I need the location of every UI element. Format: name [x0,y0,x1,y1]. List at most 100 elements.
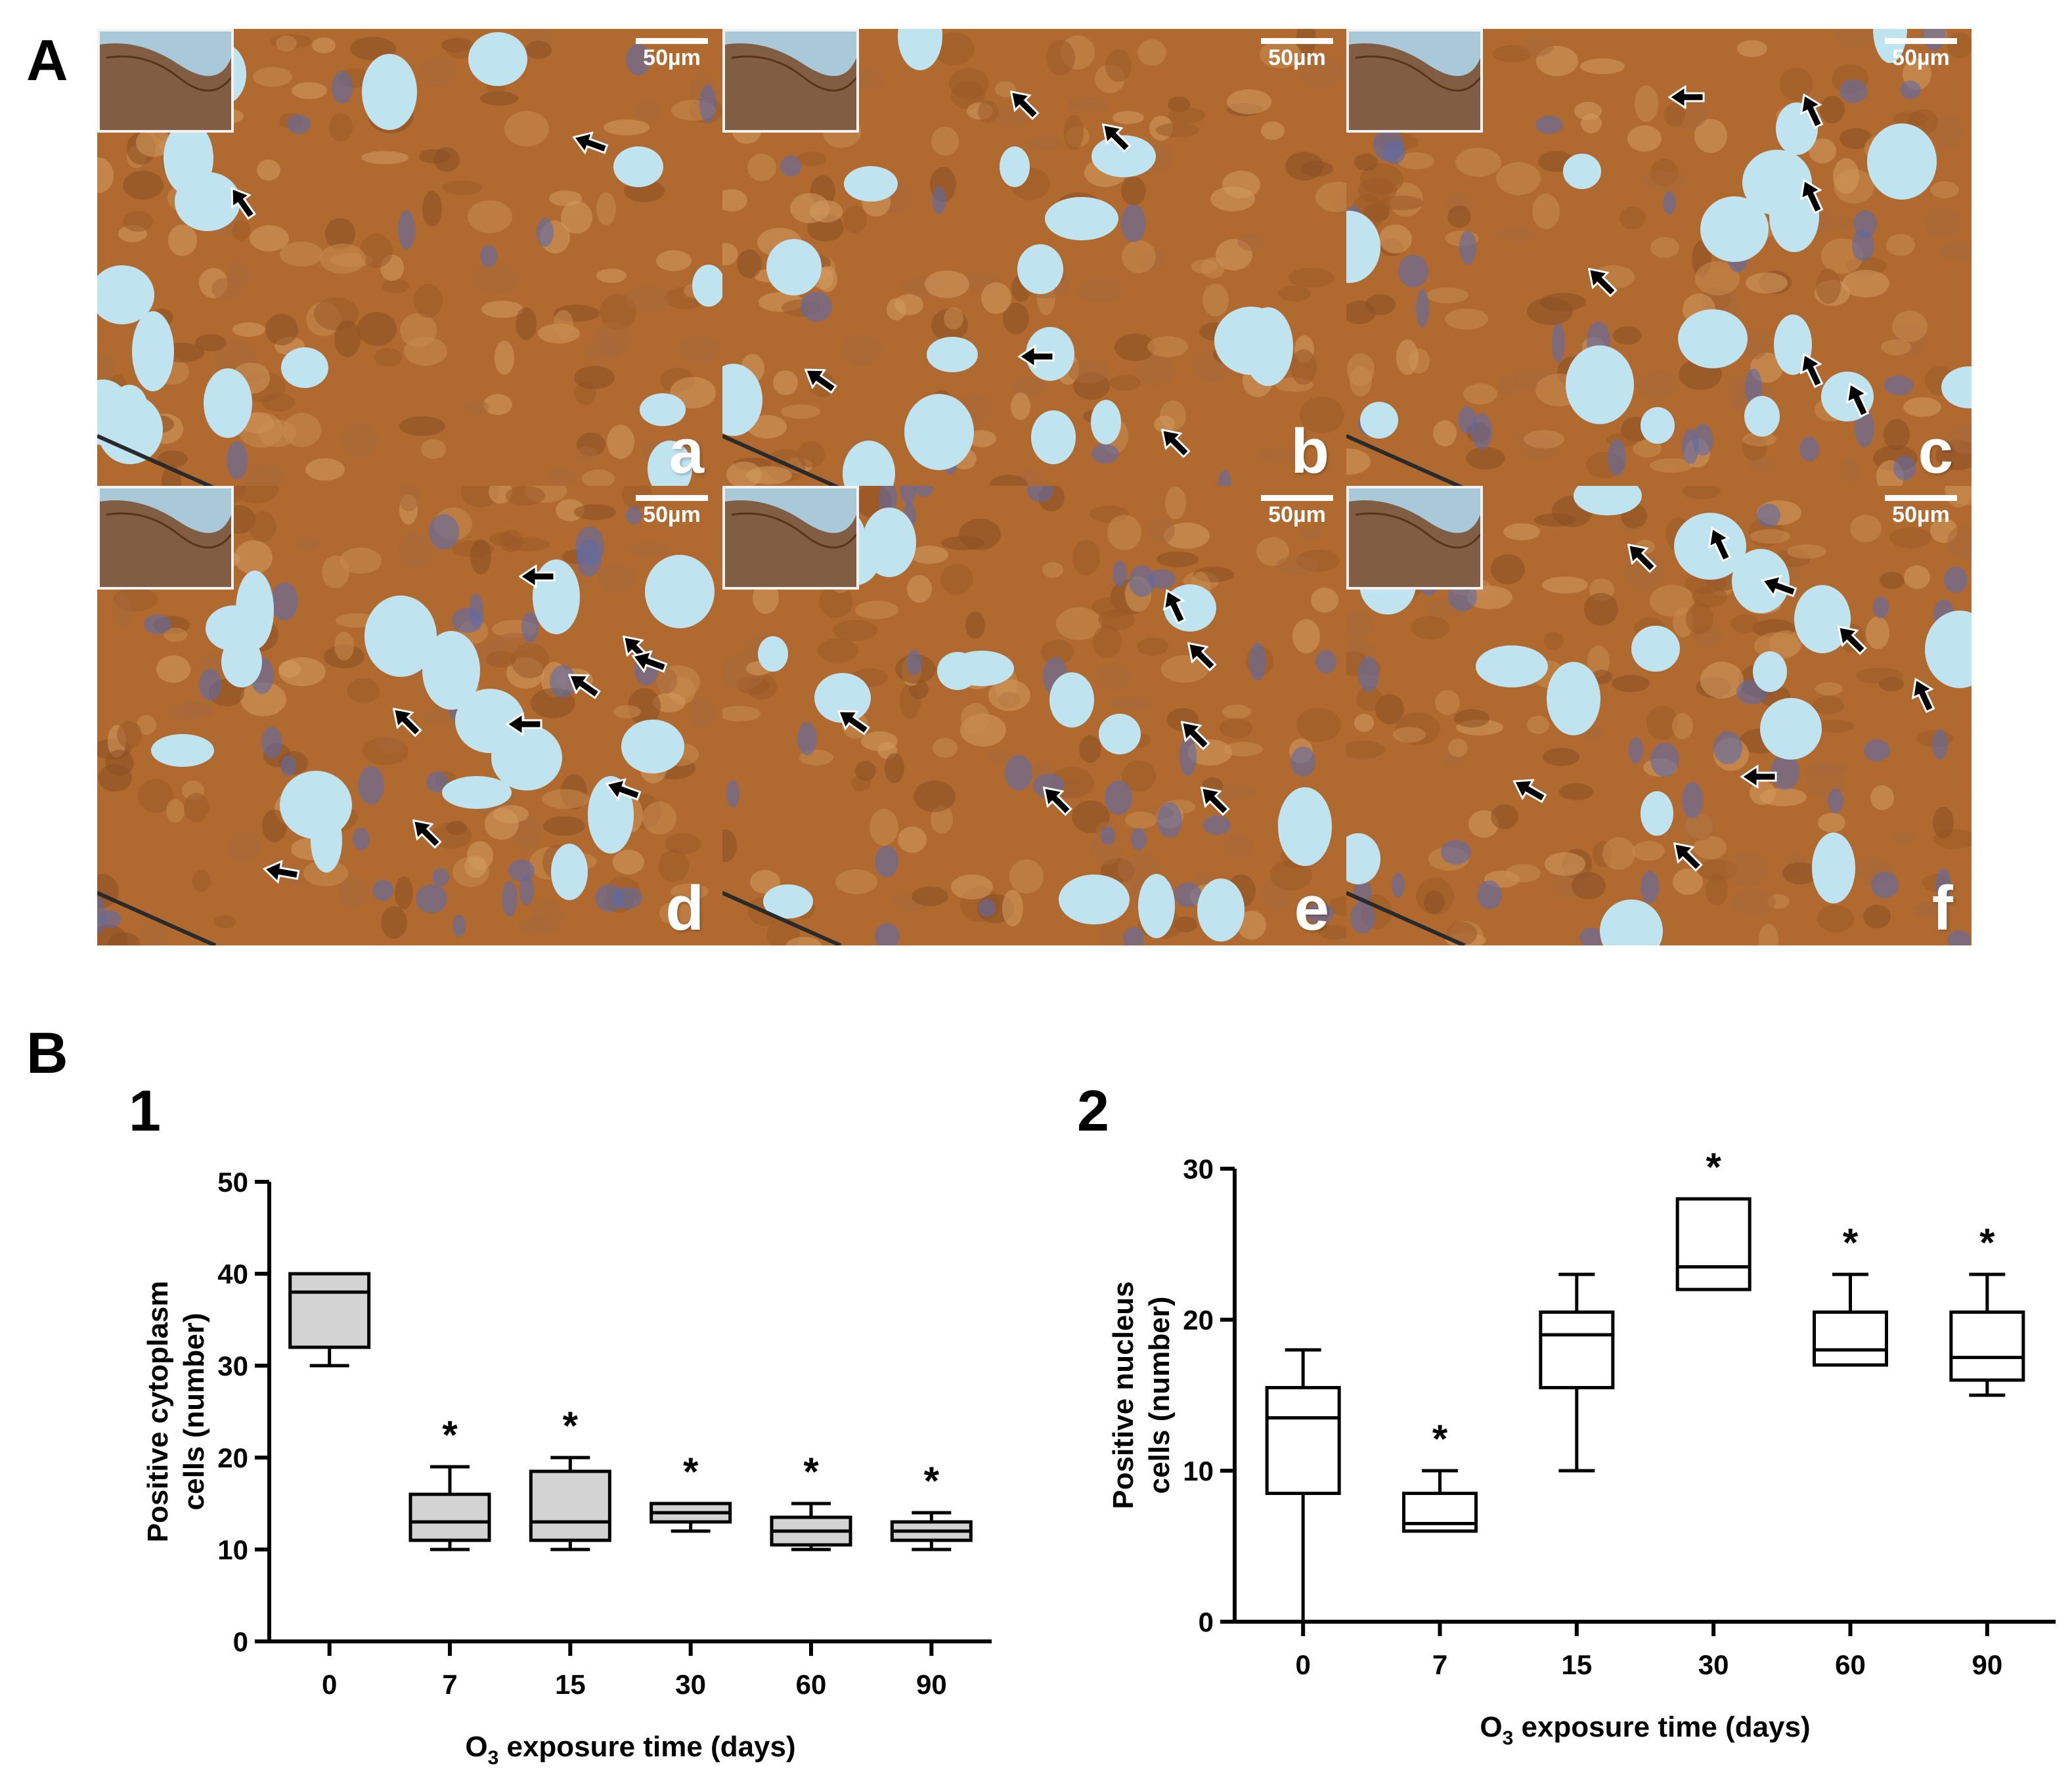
hematoxylin-nucleus [1771,754,1799,790]
hematoxylin-nucleus [1350,902,1375,934]
black-arrow-icon [831,701,875,741]
cell-nucleus [1319,925,1348,940]
cell-nucleus [951,875,993,899]
hematoxylin-nucleus [502,881,518,917]
cell-nucleus [1426,288,1468,303]
cell-nucleus [1222,704,1251,719]
black-arrow-icon [1829,617,1872,660]
cell-nucleus [1354,714,1374,732]
cell-nucleus [166,799,185,823]
cell-nucleus [1527,716,1549,734]
cell-nucleus [833,620,877,641]
cell-nucleus [1650,237,1679,258]
cell-nucleus [1930,181,1959,198]
cell-nucleus [671,884,709,899]
goblet-cell-vacuole [362,54,417,130]
low-magnification-inset [97,29,234,133]
cell-nucleus [797,441,825,467]
hematoxylin-nucleus [726,780,739,808]
scale-bar: 50µm [1261,38,1333,71]
cell-nucleus [1633,439,1662,458]
cell-nucleus [1237,911,1266,940]
inset-tissue-graphic [1349,32,1480,130]
micrograph-letter: f [1932,873,1953,943]
goblet-cell-vacuole [1776,102,1818,155]
cell-nucleus [1933,115,1962,148]
box-iqr [529,1469,611,1542]
cell-nucleus [136,128,171,157]
hematoxylin-nucleus [1477,880,1502,909]
y-tick-label: 30 [1183,1154,1214,1184]
cell-nucleus [1354,154,1378,171]
x-tick-label: 7 [1432,1649,1447,1680]
cell-nucleus [1093,625,1122,658]
goblet-cell-vacuole [97,265,154,324]
cell-nucleus [1612,675,1650,692]
hematoxylin-nucleus [915,486,933,497]
hematoxylin-nucleus [1840,79,1867,103]
black-arrow-icon [1740,764,1777,789]
scale-bar-label: 50µm [643,502,701,527]
cell-nucleus [1011,393,1030,420]
goblet-cell-vacuole [1476,645,1548,687]
cell-nucleus [747,154,776,181]
cell-nucleus [1743,329,1768,359]
cell-nucleus [786,937,822,945]
cell-nucleus [1315,182,1348,212]
hematoxylin-nucleus [1383,141,1405,164]
cell-nucleus [1886,234,1915,256]
cell-nucleus [467,841,493,870]
cell-nucleus [303,860,348,886]
black-arrow-icon [1793,348,1830,391]
black-arrow-icon [404,811,447,854]
low-magnification-inset [1346,29,1483,133]
cell-nucleus [1527,297,1573,325]
cell-nucleus [854,486,885,509]
goblet-cell-vacuole [221,636,262,687]
y-axis-title-line1: Positive cytoplasm [142,1281,174,1543]
hematoxylin-nucleus [416,884,447,913]
cell-nucleus [138,779,173,813]
box-iqr [1813,1310,1888,1367]
cell-nucleus [1602,837,1635,870]
black-arrow-icon [1665,834,1708,877]
black-arrow-icon [1619,535,1662,578]
inset-tissue-graphic [100,488,231,587]
cell-nucleus [967,430,996,447]
cell-nucleus [1445,309,1488,330]
cell-nucleus [374,348,402,366]
cell-nucleus [113,592,131,628]
cell-nucleus [1496,162,1541,195]
goblet-cell-vacuole [1631,626,1680,672]
cell-nucleus [283,413,321,447]
cell-nucleus [543,816,585,836]
cell-nucleus [296,536,319,551]
hematoxylin-nucleus [452,915,466,937]
cell-nucleus [1346,301,1376,324]
cell-nucleus [1949,425,1972,454]
cell-nucleus [981,282,1011,314]
cell-nucleus [1695,261,1740,295]
scale-bar-line [1885,495,1957,501]
hematoxylin-nucleus [480,245,497,267]
x-tick-label: 60 [796,1669,827,1700]
cell-nucleus [737,249,762,278]
cell-nucleus [1542,576,1588,594]
x-tick-label: 15 [1561,1649,1592,1680]
y-tick-label: 10 [217,1534,248,1565]
hematoxylin-nucleus [1552,323,1565,362]
significance-marker: * [1843,1221,1859,1265]
cell-nucleus [1817,905,1854,932]
hematoxylin-nucleus [1629,737,1643,764]
micrograph-letter: c [1918,416,1953,487]
hematoxylin-nucleus [1852,230,1874,261]
cell-nucleus [1650,458,1693,473]
cell-nucleus [1892,311,1928,342]
x-tick-label: 0 [322,1669,337,1700]
cell-nucleus [1210,186,1255,211]
cell-nucleus [511,643,549,678]
cell-nucleus [910,546,948,564]
cell-nucleus [1686,603,1713,634]
cell-nucleus [329,113,353,142]
cell-nucleus [1499,375,1520,396]
